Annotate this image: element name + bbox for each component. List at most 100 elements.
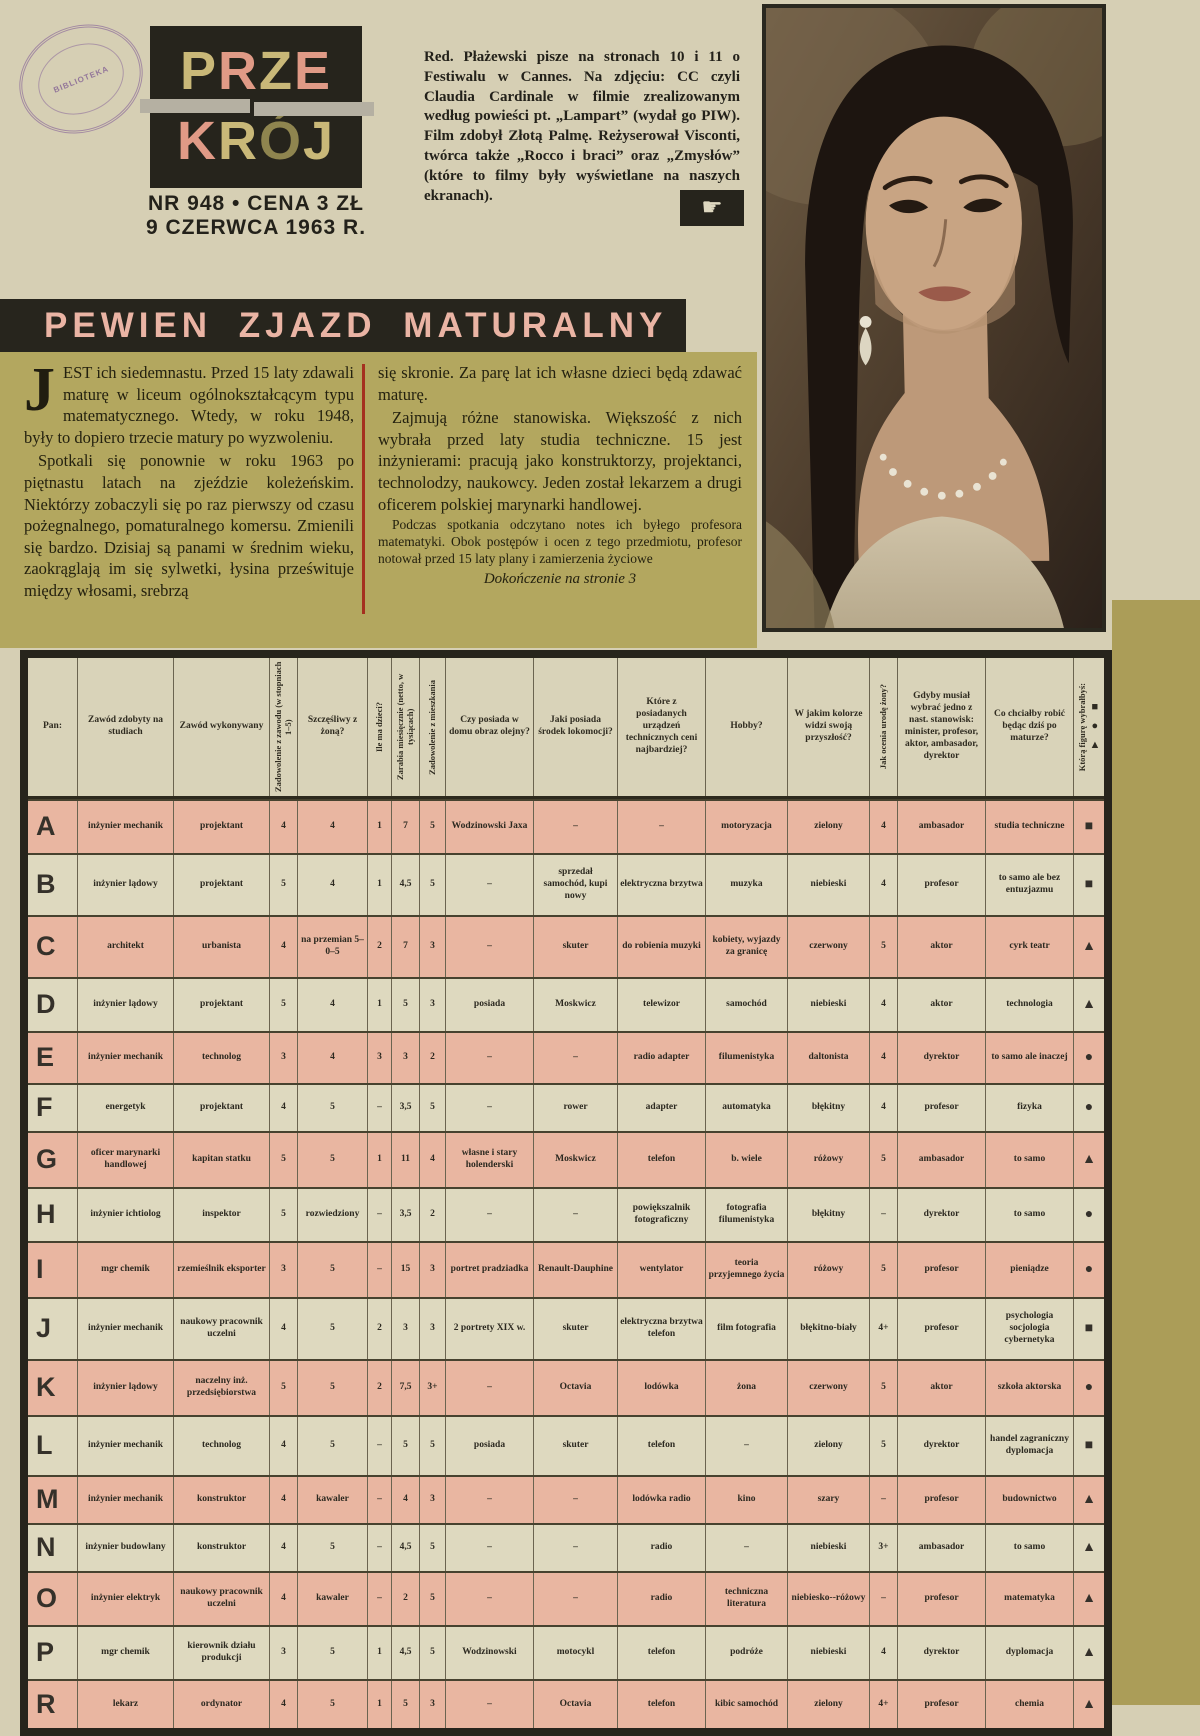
table-cell: 5 (298, 1525, 368, 1571)
table-cell: 4 (870, 1033, 898, 1083)
table-cell: radio (618, 1573, 706, 1625)
table-cell: – (368, 1085, 392, 1131)
table-cell: energetyk (78, 1085, 174, 1131)
table-cell: 5 (420, 855, 446, 915)
table-cell: powiększalnik fotograficzny (618, 1189, 706, 1241)
table-cell: 3 (420, 917, 446, 977)
table-cell: 3 (368, 1033, 392, 1083)
article-column-2: się skronie. Za parę lat ich własne dzie… (378, 362, 742, 592)
library-stamp-text: BIBLIOTEKA (27, 30, 135, 128)
table-cell: 3 (392, 1033, 420, 1083)
table-cell: 4 (270, 1477, 298, 1523)
table-cell: 4 (870, 801, 898, 853)
table-cell: rower (534, 1085, 618, 1131)
table-cell: szary (788, 1477, 870, 1523)
row-label: E (28, 1033, 78, 1083)
table-cell: do robienia muzyki (618, 917, 706, 977)
table-cell: dyrektor (898, 1627, 986, 1679)
column-header-12: Hobby? (706, 658, 788, 796)
paragraph: Spotkali się ponownie w roku 1963 po pię… (24, 451, 354, 601)
table-cell: 4,5 (392, 1627, 420, 1679)
drop-cap: J (24, 356, 55, 424)
paragraph: się skronie. Za parę lat ich własne dzie… (378, 363, 742, 404)
table-cell: niebieski (788, 1627, 870, 1679)
table-cell: – (368, 1525, 392, 1571)
library-stamp: BIBLIOTEKA (2, 6, 160, 152)
table-cell: 3,5 (392, 1085, 420, 1131)
table-cell: motocykl (534, 1627, 618, 1679)
table-cell: dyrektor (898, 1033, 986, 1083)
table-cell: – (706, 1525, 788, 1571)
table-cell: 4 (870, 1085, 898, 1131)
table-cell: 4 (870, 1627, 898, 1679)
logo-text-prze: PRZE (180, 45, 332, 99)
table-cell: inżynier lądowy (78, 979, 174, 1031)
table-cell: różowy (788, 1243, 870, 1297)
table-cell: ambasador (898, 1525, 986, 1571)
table-cell: 5 (298, 1627, 368, 1679)
table-cell: 5 (870, 1361, 898, 1415)
figure-choice: ■ (1084, 819, 1094, 835)
logo-letter: R (217, 111, 259, 171)
column-header-9: Czy posiada w domu obraz olejny? (446, 658, 534, 796)
table-cell: aktor (898, 1361, 986, 1415)
row-label: F (28, 1085, 78, 1131)
table-cell: 5 (298, 1299, 368, 1359)
table-cell: 4 (270, 1085, 298, 1131)
table-cell: rzemieślnik eksporter (174, 1243, 270, 1297)
table-cell: niebieski (788, 979, 870, 1031)
table-cell: 15 (392, 1243, 420, 1297)
survey-table: Pan: Zawód zdobyty na studiach Zawód wykon… (20, 650, 1112, 1736)
table-cell: naukowy pracownik uczelni (174, 1299, 270, 1359)
table-cell: rozwiedziony (298, 1189, 368, 1241)
figure-shapes-legend: ■ ● ▲ (1089, 701, 1101, 751)
table-cell: lodówka radio (618, 1477, 706, 1523)
table-cell: 2 (420, 1033, 446, 1083)
table-cell: naczelny inż. przedsiębiorstwa (174, 1361, 270, 1415)
table-cell: – (870, 1189, 898, 1241)
table-cell: – (446, 1033, 534, 1083)
table-cell: to samo (986, 1525, 1074, 1571)
table-cell: 5 (420, 1085, 446, 1131)
table-cell: Octavia (534, 1361, 618, 1415)
table-cell: profesor (898, 1243, 986, 1297)
table-cell: technolog (174, 1417, 270, 1475)
table-cell: profesor (898, 1085, 986, 1131)
row-label: N (28, 1525, 78, 1571)
table-cell: to samo (986, 1133, 1074, 1187)
table-cell: oficer marynarki handlowej (78, 1133, 174, 1187)
table-cell: 3 (420, 1243, 446, 1297)
table-cell: 4 (298, 855, 368, 915)
figure-choice: ● (1084, 1100, 1094, 1116)
table-cell: inżynier mechanik (78, 801, 174, 853)
row-label: M (28, 1477, 78, 1523)
table-cell: studia techniczne (986, 801, 1074, 853)
issue-info: NR 948 • CENA 3 ZŁ 9 CZERWCA 1963 R. (128, 192, 384, 240)
table-cell: to samo ale bez entuzjazmu (986, 855, 1074, 915)
table-cell: posiada (446, 979, 534, 1031)
figure-choice: ▲ (1082, 1645, 1096, 1661)
row-label: K (28, 1361, 78, 1415)
logo-text-kroj: KRÓJ (176, 111, 335, 171)
table-cell: daltonista (788, 1033, 870, 1083)
table-cell: technolog (174, 1033, 270, 1083)
row-label: I (28, 1243, 78, 1297)
table-cell: kino (706, 1477, 788, 1523)
table-cell: 3 (420, 1299, 446, 1359)
table-cell: 2 (420, 1189, 446, 1241)
table-cell: inżynier lądowy (78, 1361, 174, 1415)
table-cell: projektant (174, 801, 270, 853)
table-cell: inżynier elektryk (78, 1573, 174, 1625)
table-cell: 5 (298, 1243, 368, 1297)
table-cell: – (870, 1573, 898, 1625)
logo-letter: K (176, 111, 218, 171)
